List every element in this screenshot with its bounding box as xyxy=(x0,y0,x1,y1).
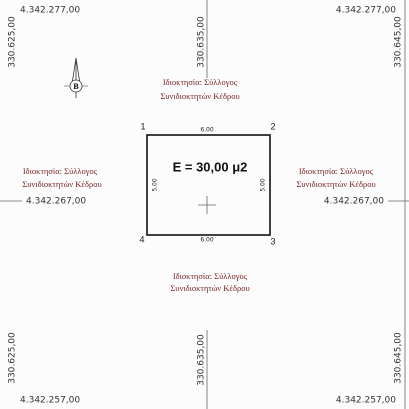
vertex-label: 3 xyxy=(270,236,275,246)
easting-label: 330.635,00 xyxy=(197,16,207,68)
owner-line: Ιδιοκτησία: Σύλλογος xyxy=(23,166,98,176)
easting-label: 330.635,00 xyxy=(197,334,207,386)
parcel-outline xyxy=(146,134,271,236)
owner-line: Συνιδιοκτητών Κέδρου xyxy=(160,91,239,101)
owner-line: Ιδιοκτησία: Σύλλογος xyxy=(173,271,248,281)
owner-line: Ιδιοκτησία: Σύλλογος xyxy=(163,77,238,87)
side-length: 6.00 xyxy=(200,127,214,134)
owner-line: Συνιδιοκτητών Κέδρου xyxy=(170,283,249,293)
vertex-label: 1 xyxy=(140,121,145,131)
vertex-label: 4 xyxy=(139,234,144,244)
owner-line: Ιδιοκτησία: Σύλλογος xyxy=(299,166,374,176)
northing-label: 4.342.257,00 xyxy=(336,396,396,406)
northing-label: 4.342.277,00 xyxy=(20,6,80,16)
easting-label: 330.645,00 xyxy=(394,332,404,384)
side-length: 6.00 xyxy=(200,237,214,244)
owner-line: Συνιδιοκτητών Κέδρου xyxy=(22,179,101,189)
vertex-label: 2 xyxy=(270,121,275,131)
easting-label: 330.645,00 xyxy=(394,16,404,68)
parcel-area: E = 30,00 μ2 xyxy=(173,159,248,174)
north-arrow: B xyxy=(64,57,88,98)
easting-label: 330.625,00 xyxy=(8,16,18,68)
side-length: 5.00 xyxy=(152,178,159,192)
northing-label: 4.342.267,00 xyxy=(324,197,384,207)
northing-label: 4.342.257,00 xyxy=(20,396,80,406)
northing-label: 4.342.277,00 xyxy=(336,6,396,16)
easting-label: 330.625,00 xyxy=(8,332,18,384)
north-label: B xyxy=(73,82,79,91)
owner-line: Συνιδιοκτητών Κέδρου xyxy=(296,179,375,189)
side-length: 5.00 xyxy=(260,178,267,192)
northing-label: 4.342.267,00 xyxy=(26,197,86,207)
